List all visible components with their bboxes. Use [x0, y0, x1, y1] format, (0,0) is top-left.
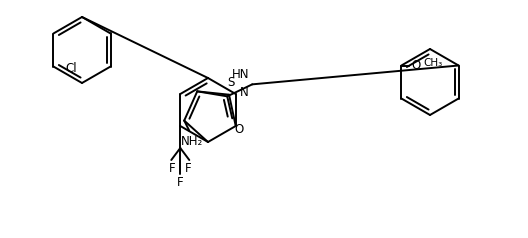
Text: CH₃: CH₃: [423, 59, 442, 69]
Text: NH₂: NH₂: [181, 134, 203, 148]
Text: F: F: [177, 176, 184, 189]
Text: O: O: [411, 59, 421, 72]
Text: Cl: Cl: [65, 62, 77, 75]
Text: N: N: [240, 85, 249, 99]
Text: F: F: [169, 162, 176, 175]
Text: S: S: [228, 76, 235, 89]
Text: F: F: [185, 162, 192, 175]
Text: O: O: [234, 123, 243, 136]
Text: HN: HN: [232, 68, 249, 81]
